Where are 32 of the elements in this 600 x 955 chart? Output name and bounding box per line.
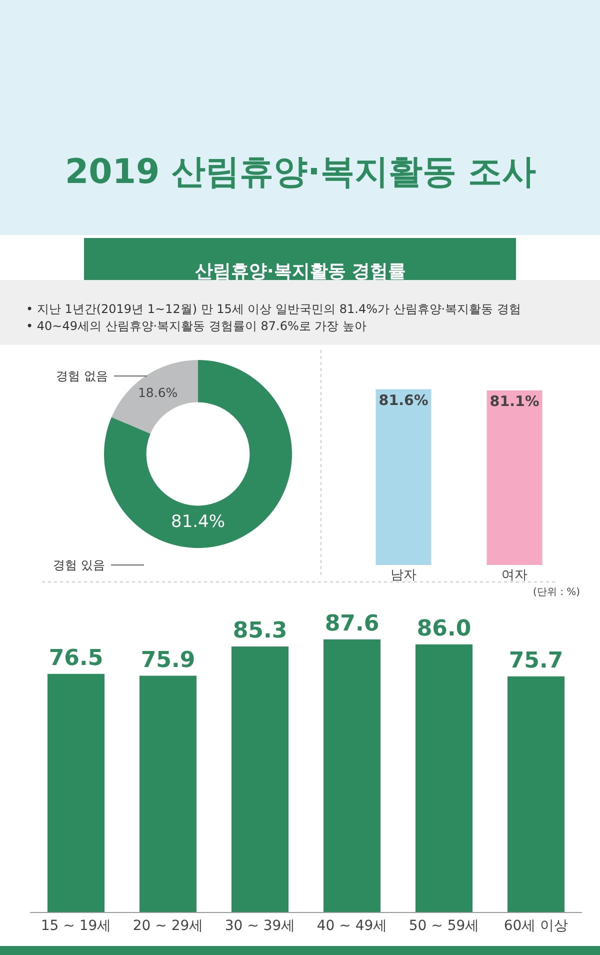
text: • 지난 1년간(2019년 1~12월) 만 15세 이상 일반국민의 81.4%가 산림휴양·복지활동 경험 [26, 302, 521, 316]
slice-label: 경험 없음 [56, 369, 108, 383]
chart-title: 2019 산림휴양·복지활동 조사 [65, 152, 536, 192]
data-label: 18.6% [138, 384, 178, 400]
data-label: 75.9 [140, 648, 196, 673]
text: • 40~49세의 산림휴양·복지활동 경험률이 87.6%로 가장 높아 [26, 319, 366, 333]
bar [415, 644, 473, 912]
data-label: 76.5 [48, 646, 104, 671]
data-label: 75.7 [508, 648, 564, 674]
x-tick-label: 40 ~ 49세 [316, 918, 388, 934]
data-label: 87.6 [324, 611, 380, 636]
x-tick-label: 50 ~ 59세 [408, 918, 480, 934]
data-label: 81.6% [378, 392, 428, 409]
x-tick-label: 60세 이상 [504, 918, 568, 934]
data-label: 85.3 [232, 618, 288, 644]
x-tick-label: 30 ~ 39세 [224, 918, 296, 934]
donut-slice [112, 360, 198, 434]
x-tick-label: 여자 [502, 568, 528, 583]
bar [507, 676, 565, 912]
bar [47, 674, 105, 912]
x-tick-label: 남자 [390, 568, 416, 583]
x-tick-label: 20 ~ 29세 [132, 918, 204, 934]
bar [323, 639, 381, 912]
x-tick-label: 15 ~ 19세 [40, 918, 112, 934]
data-label: 81.4% [170, 512, 226, 532]
text: (단위 : %) [533, 587, 580, 598]
data-label: 81.1% [490, 394, 540, 410]
slice-label: 경험 있음 [53, 558, 105, 572]
bar [231, 646, 289, 912]
bar [139, 676, 197, 912]
chart-subtitle: 산림휴양·복지활동 경험률 [195, 261, 406, 282]
data-label: 86.0 [416, 616, 472, 642]
